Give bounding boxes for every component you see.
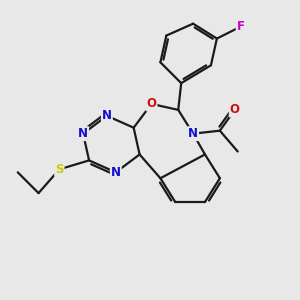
Text: N: N	[78, 127, 88, 140]
Text: O: O	[230, 103, 240, 116]
Text: O: O	[146, 98, 157, 110]
Text: N: N	[111, 166, 121, 179]
Text: N: N	[102, 109, 112, 122]
Text: N: N	[188, 127, 198, 140]
Text: F: F	[237, 20, 245, 33]
Text: S: S	[55, 163, 64, 176]
